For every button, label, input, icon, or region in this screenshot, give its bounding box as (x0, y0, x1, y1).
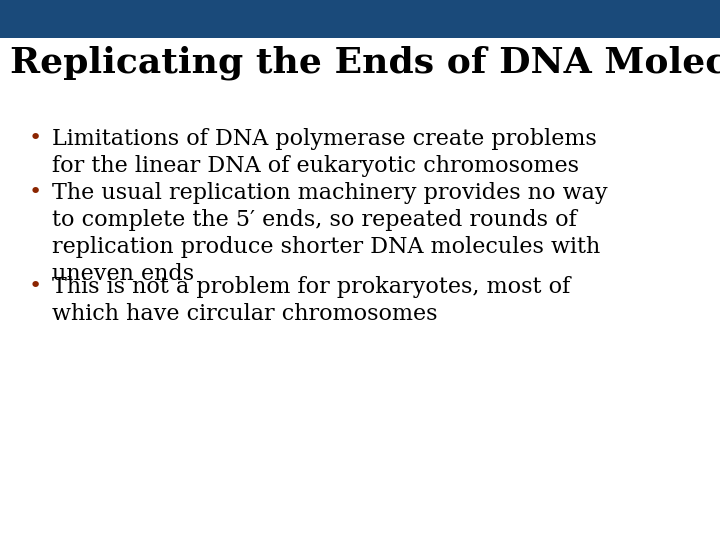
Text: The usual replication machinery provides no way
to complete the 5′ ends, so repe: The usual replication machinery provides… (52, 182, 608, 285)
Text: Replicating the Ends of DNA Molecules: Replicating the Ends of DNA Molecules (10, 46, 720, 80)
Text: •: • (28, 276, 42, 296)
Text: Limitations of DNA polymerase create problems
for the linear DNA of eukaryotic c: Limitations of DNA polymerase create pro… (52, 128, 597, 177)
Text: This is not a problem for prokaryotes, most of
which have circular chromosomes: This is not a problem for prokaryotes, m… (52, 276, 570, 325)
Text: •: • (28, 128, 42, 148)
Text: •: • (28, 182, 42, 202)
Bar (0, 0, 720, 38)
